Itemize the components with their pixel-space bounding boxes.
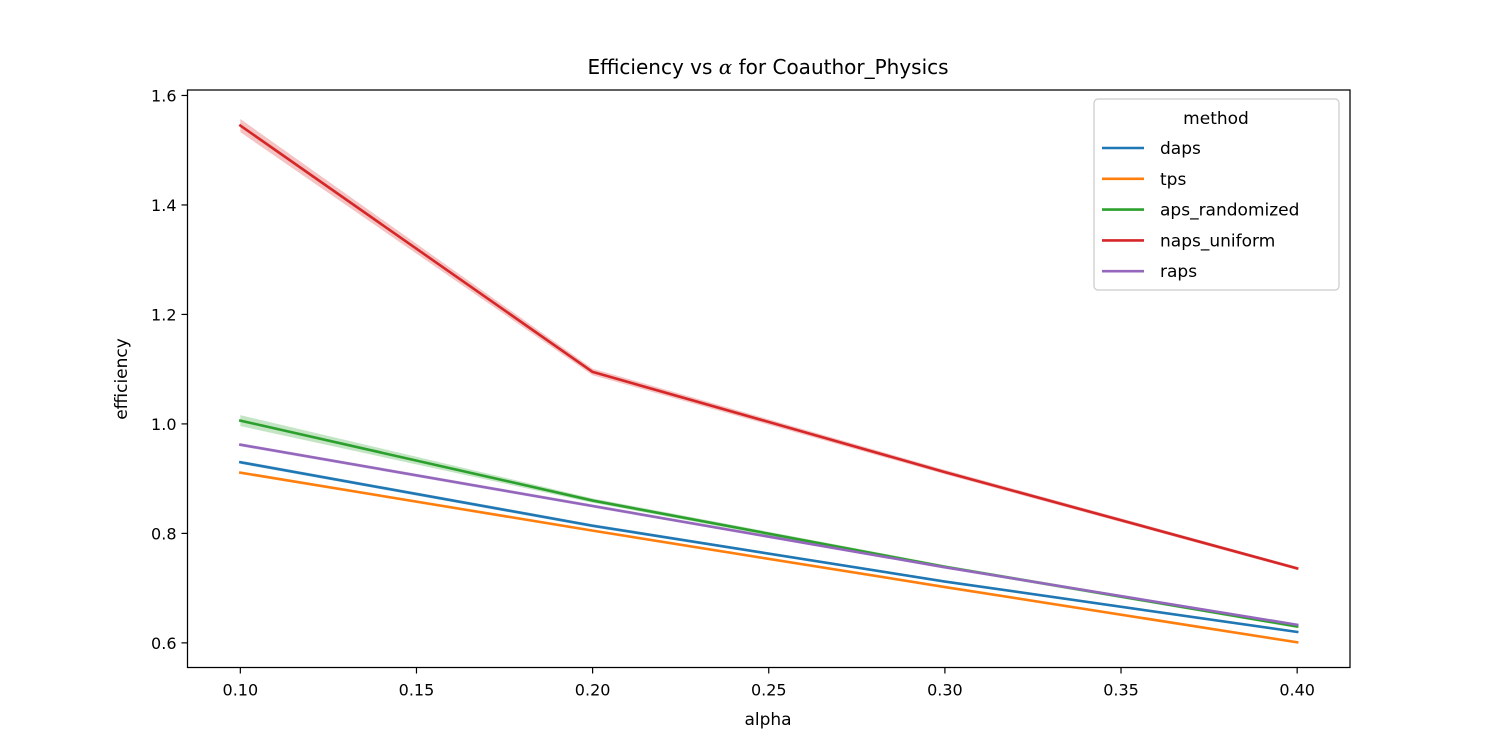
y-tick-label: 1.2 [151, 305, 176, 324]
series-lines [238, 123, 1299, 644]
x-tick-label: 0.25 [751, 681, 787, 700]
x-tick-label: 0.35 [1103, 681, 1139, 700]
y-tick-label: 0.8 [151, 524, 176, 543]
y-tick-label: 1.4 [151, 196, 176, 215]
legend-label-tps: tps [1160, 170, 1186, 190]
x-tick-label: 0.20 [575, 681, 611, 700]
legend-label-naps-uniform: naps_uniform [1160, 231, 1275, 251]
y-tick-label: 1.0 [151, 415, 176, 434]
y-tick-label: 0.6 [151, 634, 176, 653]
plot-frame [186, 89, 1351, 669]
legend-label-daps: daps [1160, 139, 1201, 159]
x-tick-label: 0.10 [223, 681, 259, 700]
x-axis-label: alpha [744, 710, 791, 730]
x-tick-label: 0.15 [399, 681, 435, 700]
legend-label-aps-randomized: aps_randomized [1160, 201, 1299, 221]
axis-ticks: 0.10 0.15 0.20 0.25 0.30 0.35 0.40 0.6 0.8 1.0 1.2… [151, 86, 1315, 699]
legend-box [1093, 98, 1340, 291]
y-axis-label: efficiency [112, 338, 132, 420]
chart-title-suffix: for Coauthor_Physics [732, 55, 948, 79]
legend: method daps tps aps_randomized naps_uniform… [1093, 98, 1340, 291]
chart-title-prefix: Efficiency vs [587, 55, 718, 79]
chart-title-symbol: α [719, 55, 733, 79]
series-line-tps [238, 471, 1299, 644]
series-line-daps [238, 460, 1299, 634]
y-tick-label: 1.6 [151, 86, 176, 105]
legend-title: method [1183, 109, 1249, 129]
x-tick-label: 0.30 [927, 681, 963, 700]
series-line-raps [238, 443, 1299, 627]
x-tick-label: 0.40 [1279, 681, 1315, 700]
series-line-naps-uniform [238, 123, 1299, 571]
chart-title: Efficiency vs α for Coauthor_Physics [587, 55, 948, 79]
legend-label-raps: raps [1160, 262, 1197, 282]
